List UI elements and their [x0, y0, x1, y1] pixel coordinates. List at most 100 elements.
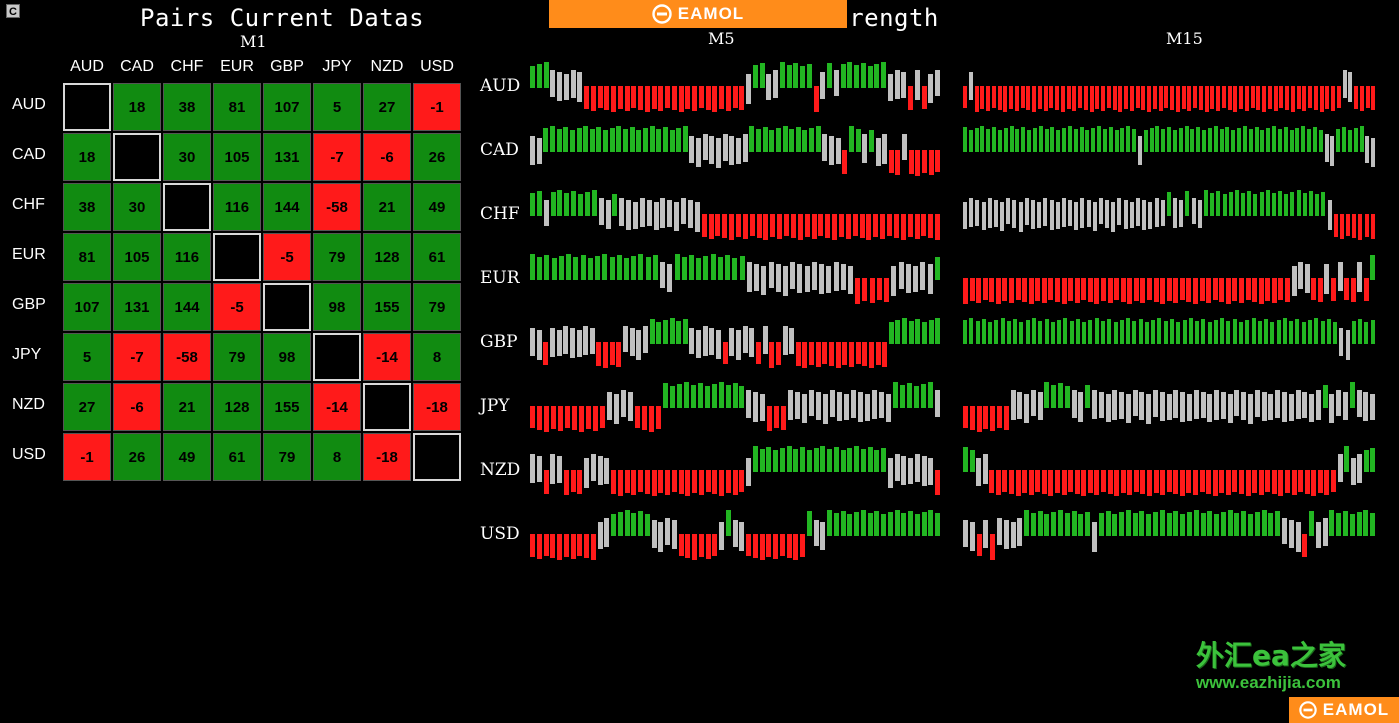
strength-bar: [1305, 470, 1310, 494]
strength-bar: [689, 255, 694, 280]
strength-bar: [869, 342, 874, 368]
strength-bar: [1228, 510, 1233, 536]
matrix-cell: 49: [413, 183, 461, 231]
matrix-cell: 61: [413, 233, 461, 281]
strength-bar: [754, 264, 759, 291]
strength-bar: [1019, 202, 1023, 232]
strength-bar: [557, 72, 562, 101]
strength-bar: [1167, 470, 1172, 492]
strength-bar: [1160, 392, 1165, 421]
strength-bar: [1176, 322, 1180, 344]
matrix-cell: 38: [163, 83, 211, 131]
strength-bar: [834, 513, 839, 536]
strength-bar: [1130, 86, 1134, 111]
strength-bar: [992, 86, 996, 108]
strength-bar: [1228, 86, 1232, 110]
strength-bar: [1226, 278, 1231, 304]
strength-bar: [1043, 198, 1047, 226]
matrix-cell: 128: [363, 233, 411, 281]
matrix-col-header: NZD: [370, 58, 404, 75]
strength-bar: [874, 450, 879, 472]
strength-bar: [1051, 512, 1056, 536]
strength-bar: [1343, 392, 1348, 420]
strength-bar: [1351, 278, 1356, 302]
strength-bar: [709, 328, 714, 355]
strength-bar: [894, 214, 899, 238]
strength-bar: [658, 522, 663, 552]
strength-bar: [1282, 518, 1287, 544]
strength-bar: [1232, 470, 1237, 492]
strength-bar: [1173, 390, 1178, 418]
strength-bar: [1219, 470, 1224, 493]
strength-bar: [610, 342, 615, 365]
strength-bar: [1081, 278, 1086, 300]
strength-bar: [654, 202, 659, 230]
strength-bar: [670, 130, 675, 152]
strength-bar: [1194, 390, 1199, 419]
strength-bar: [846, 214, 851, 239]
strength-bar: [1346, 214, 1350, 236]
strength-bar: [969, 72, 973, 100]
strength-bar: [809, 342, 814, 365]
strength-bar: [1305, 264, 1310, 293]
strength-bar: [1342, 127, 1346, 152]
strength-bar: [902, 318, 907, 344]
strength-bar: [1186, 278, 1191, 302]
strength-bar: [695, 202, 700, 232]
strength-bar: [1357, 454, 1362, 483]
chart-close-button[interactable]: C: [6, 4, 20, 18]
strength-bar: [557, 330, 562, 356]
strength-bar: [1318, 278, 1323, 302]
strength-row-label: AUD: [480, 76, 521, 96]
strength-bar: [1057, 320, 1061, 344]
strength-bar: [1048, 470, 1053, 496]
strength-bar: [1004, 406, 1009, 430]
strength-bar: [645, 514, 650, 536]
strength-bar: [1167, 192, 1171, 216]
strength-bar: [1272, 278, 1277, 303]
strength-bar: [787, 534, 792, 558]
strength-bar: [888, 74, 893, 101]
strength-bar: [706, 534, 711, 559]
strength-bar: [572, 406, 577, 430]
strength-bar: [1058, 383, 1063, 408]
watermark-url: www.eazhijia.com: [1196, 673, 1341, 692]
strength-bar: [1234, 513, 1239, 536]
strength-bar: [603, 130, 608, 152]
strength-bar: [841, 450, 846, 472]
strength-bar: [841, 264, 846, 290]
strength-bar: [699, 470, 704, 495]
matrix-cell: 79: [263, 433, 311, 481]
strength-bar: [1265, 470, 1270, 492]
strength-row-label: CAD: [480, 140, 519, 160]
strength-bar: [1311, 470, 1316, 496]
strength-bar: [557, 129, 562, 152]
strength-bar: [1000, 202, 1004, 231]
strength-bar: [1220, 318, 1224, 344]
strength-bar: [1302, 392, 1307, 418]
strength-bar: [1252, 318, 1256, 344]
strength-bar: [1084, 86, 1088, 110]
strength-bar: [963, 406, 968, 428]
strength-bar: [604, 518, 609, 547]
strength-bar: [1080, 198, 1084, 228]
strength-bar: [1105, 200, 1109, 228]
strength-bar: [1371, 86, 1375, 110]
matrix-cell: -1: [63, 433, 111, 481]
strength-bar: [1019, 322, 1023, 344]
strength-bar: [868, 447, 873, 472]
strength-bar: [1038, 392, 1043, 420]
strength-bar: [736, 214, 741, 237]
strength-bar: [750, 214, 755, 236]
strength-bar: [899, 262, 904, 289]
strength-bar: [877, 278, 882, 300]
strength-bar: [1348, 72, 1352, 102]
strength-bar: [726, 470, 731, 493]
strength-bar: [1139, 511, 1144, 536]
strength-bar: [1323, 518, 1328, 546]
strength-bar: [858, 392, 863, 422]
strength-bar: [1154, 278, 1159, 302]
strength-bar: [909, 321, 914, 344]
strength-bar: [1031, 513, 1036, 536]
strength-bar: [1085, 130, 1089, 152]
